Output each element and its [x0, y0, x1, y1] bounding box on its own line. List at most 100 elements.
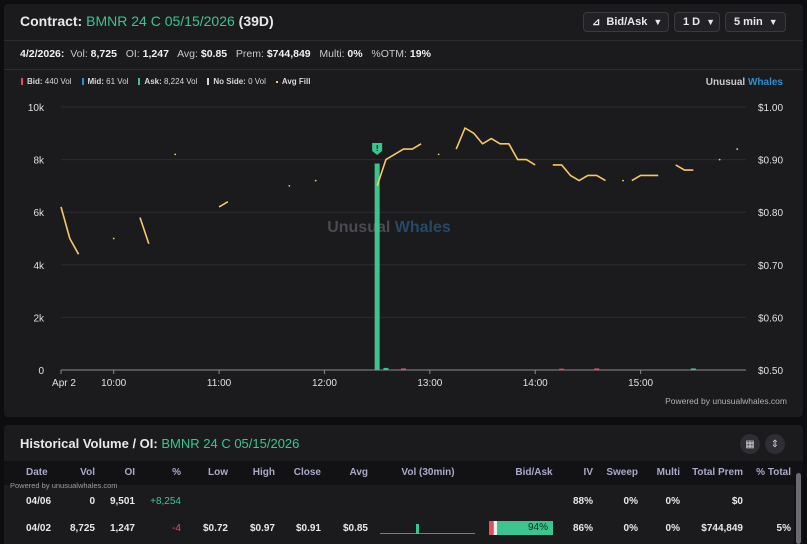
bid-ask-divider [494, 521, 497, 535]
cell-iv: 88% [572, 496, 593, 507]
x-tick-label: 14:00 [523, 378, 548, 389]
avg-fill-point [437, 153, 440, 156]
avg-fill-line [552, 164, 606, 182]
bid-ask-pct: 94% [527, 522, 548, 533]
x-tick-label: 15:00 [628, 378, 653, 389]
column-header[interactable]: Sweep [606, 467, 638, 478]
cell-pct: +8,254 [150, 496, 181, 507]
legend-avg-fill[interactable]: Avg Fill [275, 77, 311, 86]
y-right-tick-label: $0.50 [758, 366, 783, 377]
vol-label: Vol: [70, 48, 88, 60]
cell-vol: 8,725 [69, 523, 95, 534]
avg-fill-swatch [275, 81, 278, 83]
avg-fill-point [112, 237, 115, 240]
avg-fill-point [288, 185, 291, 187]
column-header[interactable]: Bid/Ask [515, 467, 553, 478]
oi-label: OI: [125, 48, 140, 60]
legend-mid[interactable]: Mid: 61 Vol [81, 77, 129, 86]
no-side-swatch [207, 78, 210, 85]
legend-value: 61 Vol [106, 77, 129, 86]
chart-header: Contract: BMNR 24 C 05/15/2026 (39D) ⊿ B… [4, 4, 803, 41]
cell-pct: -4 [172, 523, 181, 534]
scrollbar-thumb[interactable] [796, 473, 801, 544]
cell-high: $0.97 [249, 523, 275, 534]
powered-by-small: Powered by unusualwhales.com [10, 481, 118, 490]
interval-dropdown[interactable]: 5 min ▼ [725, 12, 786, 32]
legend-label: Avg Fill [281, 77, 311, 86]
table-settings-icon[interactable]: ▦ [740, 434, 760, 454]
interval-label: 5 min [734, 16, 763, 28]
cell-vol: 0 [89, 496, 95, 507]
stats-multi: 0% [347, 48, 363, 60]
chart-type-dropdown[interactable]: ⊿ Bid/Ask ▼ [583, 12, 669, 32]
x-tick-label: 10:00 [101, 378, 126, 389]
column-header[interactable]: Vol (30min) [401, 467, 455, 478]
legend-bid[interactable]: Bid: 440 Vol [21, 77, 72, 86]
contract-label: Contract: [20, 13, 83, 29]
scrollbar[interactable] [794, 461, 803, 544]
avg-fill-line [218, 201, 229, 208]
cell-date[interactable]: 04/02 [26, 523, 52, 534]
mid-swatch [81, 78, 84, 85]
days-to-expiry: (39D) [238, 13, 274, 29]
chart-type-label: Bid/Ask [606, 16, 648, 28]
avg-fill-point [736, 148, 739, 150]
price-volume-chart[interactable]: 0 2k 4k 6k 8k 10k $0.50 $0.60 $0.70 $0.80 $0.90 $1.… [4, 90, 803, 390]
column-header[interactable]: % Total [756, 467, 791, 478]
bid-ask-bar: 94% [489, 521, 553, 535]
legend-label: No Side: [213, 77, 246, 86]
stats-volume: 8,725 [90, 48, 117, 60]
y-right-tick-label: $0.60 [758, 313, 783, 324]
powered-by[interactable]: Powered by unusualwhales.com [665, 396, 787, 406]
watermark: Unusual Whales [327, 219, 451, 236]
volume-bar [401, 368, 406, 370]
y-left-tick-label: 4k [33, 261, 45, 272]
historical-title: Historical Volume / OI: BMNR 24 C 05/15/… [20, 436, 299, 451]
column-header[interactable]: OI [124, 467, 135, 478]
chevron-down-icon: ▼ [706, 17, 716, 27]
historical-panel: Historical Volume / OI: BMNR 24 C 05/15/… [4, 425, 803, 544]
column-header[interactable]: High [252, 467, 275, 478]
volume-bar [690, 368, 696, 370]
column-header[interactable]: Close [293, 467, 321, 478]
multi-label: Multi: [319, 48, 345, 60]
cell-prem: $0 [731, 496, 743, 507]
range-label: 1 D [683, 16, 701, 28]
cell-sweep: 0% [623, 496, 638, 507]
avg-fill-line [376, 143, 422, 187]
cell-date[interactable]: 04/06 [26, 496, 52, 507]
column-header[interactable]: IV [583, 467, 593, 478]
range-dropdown[interactable]: 1 D ▼ [674, 12, 720, 32]
column-header[interactable]: Avg [349, 467, 368, 478]
table-row[interactable]: 04/02 8,725 1,247 -4 $0.72 $0.97 $0.91 $0.85 94%… [4, 520, 794, 544]
bid-swatch [21, 78, 23, 85]
column-header[interactable]: Multi [656, 467, 680, 478]
contract-symbol[interactable]: BMNR 24 C 05/15/2026 [86, 13, 235, 29]
column-header[interactable]: % [172, 467, 181, 478]
cell-close: $0.91 [295, 523, 321, 534]
brand-logo: Unusual Whales [706, 77, 783, 88]
prem-label: Prem: [235, 48, 264, 60]
brand-text-accent: Whales [747, 77, 783, 88]
sort-icon[interactable]: ⇕ [765, 434, 785, 454]
legend-no-side[interactable]: No Side: 0 Vol [207, 77, 266, 86]
chart-panel: Contract: BMNR 24 C 05/15/2026 (39D) ⊿ B… [4, 4, 803, 417]
avg-fill-point [174, 153, 177, 156]
otm-label: %OTM: [371, 48, 407, 60]
legend-ask[interactable]: Ask: 8,224 Vol [138, 77, 197, 86]
table-row[interactable]: 04/06 0 9,501 +8,254 88% 0% 0% $0 [4, 493, 794, 519]
column-header[interactable]: Low [208, 467, 228, 478]
legend-value: 8,224 Vol [164, 77, 198, 86]
column-header[interactable]: Vol [80, 467, 95, 478]
x-tick-label: Apr 2 [52, 378, 76, 389]
column-header[interactable]: Total Prem [692, 467, 743, 478]
legend-label: Bid: [27, 77, 43, 86]
chart-icon: ⊿ [592, 16, 601, 28]
x-tick-label: 11:00 [207, 378, 232, 389]
brand-text: Unusual [705, 77, 746, 88]
y-left-tick-label: 8k [33, 156, 45, 167]
legend-value: 0 Vol [248, 77, 266, 86]
avg-fill-point [718, 158, 721, 161]
historical-contract[interactable]: BMNR 24 C 05/15/2026 [161, 436, 300, 451]
column-header[interactable]: Date [26, 467, 48, 478]
